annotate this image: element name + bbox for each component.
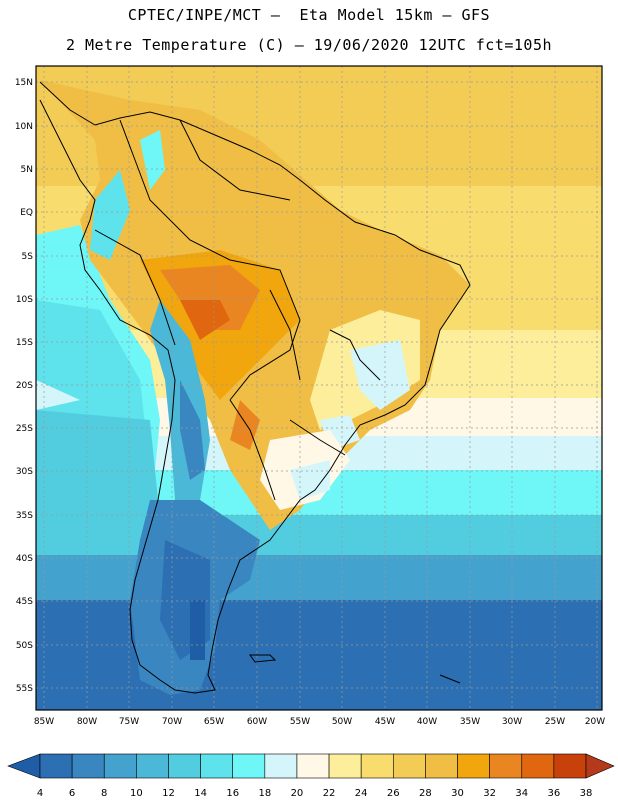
lon-label: 80W (77, 717, 97, 727)
legend-swatch (392, 753, 426, 779)
legend-tick-label: 34 (515, 788, 528, 799)
lat-label: 50S (16, 641, 33, 651)
legend-swatch (553, 753, 587, 779)
legend-swatch (425, 753, 458, 779)
legend-tick-label: 4 (37, 788, 43, 799)
lat-label: 10S (16, 295, 33, 305)
legend-arrow-low (7, 753, 41, 779)
lat-label: 15S (16, 338, 33, 348)
color-legend: 4 6 8 10 12 14 16 18 20 22 24 26 28 30 32 34 36 38 (7, 753, 615, 799)
legend-tick-label: 18 (258, 788, 271, 799)
legend-swatch (232, 753, 266, 779)
lon-label: 40W (417, 717, 437, 727)
legend-swatch (521, 753, 555, 779)
legend-swatch (360, 753, 394, 779)
legend-tick-label: 22 (323, 788, 336, 799)
lon-label: 70W (162, 717, 182, 727)
legend-swatch (200, 753, 234, 779)
legend-tick-label: 36 (548, 788, 561, 799)
lon-label: 30W (502, 717, 522, 727)
map-title: CPTEC/INPE/MCT – Eta Model 15km – GFS (127, 6, 491, 24)
longitude-axis: 85W 80W 75W 70W 65W 60W 55W 50W 45W 40W … (34, 717, 605, 727)
map-subtitle: 2 Metre Temperature (C) – 19/06/2020 12U… (65, 36, 553, 54)
lon-label: 55W (290, 717, 310, 727)
lat-label: 45S (16, 597, 33, 607)
lat-label: 20S (16, 381, 33, 391)
legend-tick-label: 28 (419, 788, 432, 799)
lat-label: 5N (21, 165, 33, 175)
lon-label: 85W (34, 717, 54, 727)
legend-tick-label: 12 (162, 788, 175, 799)
lat-label: 5S (22, 252, 34, 262)
legend-tick-label: 14 (194, 788, 207, 799)
legend-tick-label: 10 (130, 788, 143, 799)
temperature-field (36, 66, 602, 710)
legend-swatch (328, 753, 362, 779)
legend-tick-label: 30 (451, 788, 464, 799)
legend-tick-label: 32 (483, 788, 496, 799)
lon-label: 75W (119, 717, 139, 727)
legend-swatch (71, 753, 105, 779)
legend-swatch (296, 753, 330, 779)
legend-tick-label: 8 (101, 788, 107, 799)
legend-tick-label: 26 (387, 788, 400, 799)
legend-swatch (136, 753, 169, 779)
map-gridlines (36, 66, 602, 710)
legend-arrow-high (585, 753, 615, 779)
lat-label: 55S (16, 684, 33, 694)
legend-swatch (39, 753, 73, 779)
latitude-axis: 15N 10N 5N EQ 5S 10S 15S 20S 25S 30S 35S… (15, 78, 33, 694)
lat-label: 30S (16, 467, 33, 477)
lat-label: 10N (15, 122, 33, 132)
legend-swatch (457, 753, 490, 779)
legend-swatch (264, 753, 298, 779)
lon-label: 45W (375, 717, 395, 727)
lat-label: 35S (16, 511, 33, 521)
lon-label: 20W (585, 717, 605, 727)
legend-swatch (168, 753, 201, 779)
lon-label: 50W (332, 717, 352, 727)
lat-label: 25S (16, 424, 33, 434)
legend-tick-label: 24 (355, 788, 368, 799)
coastlines-borders (39, 81, 471, 694)
lon-label: 60W (247, 717, 267, 727)
legend-tick-label: 38 (580, 788, 593, 799)
lon-label: 65W (204, 717, 224, 727)
lon-label: 35W (460, 717, 480, 727)
legend-swatch (103, 753, 137, 779)
lat-label: EQ (20, 208, 33, 218)
lat-label: 15N (15, 78, 33, 88)
legend-tick-label: 20 (291, 788, 304, 799)
legend-tick-label: 16 (226, 788, 239, 799)
lat-label: 40S (16, 554, 33, 564)
legend-swatch (489, 753, 523, 779)
legend-tick-label: 6 (69, 788, 75, 799)
plot-frame (35, 65, 603, 711)
lon-label: 25W (545, 717, 565, 727)
